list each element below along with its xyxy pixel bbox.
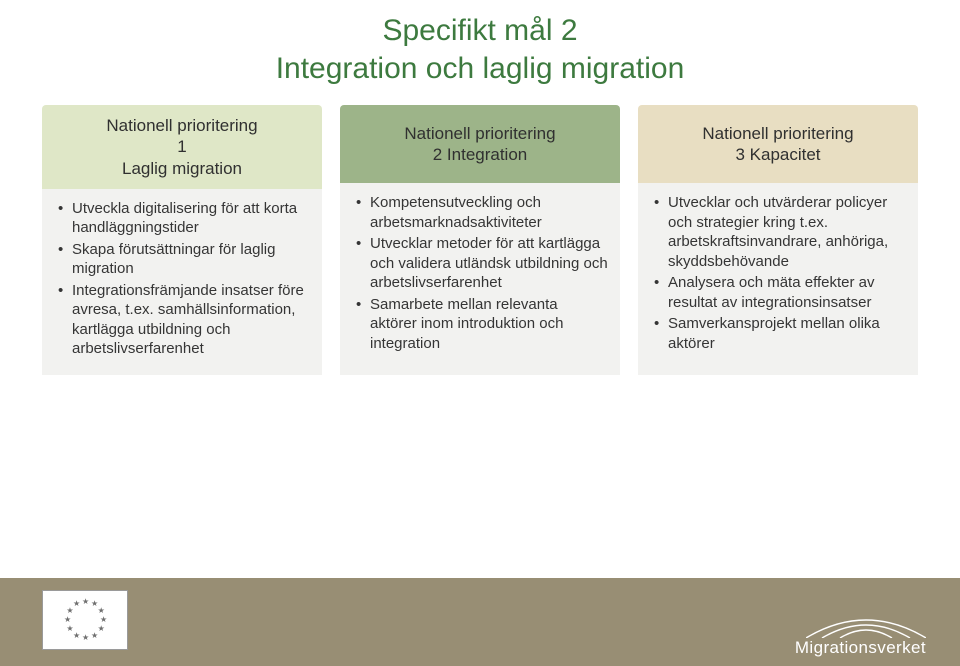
column-2-header-line1: Nationell prioritering bbox=[404, 123, 555, 144]
eu-star-icon: ★ bbox=[91, 633, 97, 639]
footer-bar: ★★★★★★★★★★★★ Migrationsverket bbox=[0, 578, 960, 666]
column-3-header-line1: Nationell prioritering bbox=[702, 123, 853, 144]
column-2-body: Kompetensutveckling och arbetsmarknadsak… bbox=[340, 183, 620, 375]
column-2-list: Kompetensutveckling och arbetsmarknadsak… bbox=[360, 193, 608, 353]
list-item: Samverkansprojekt mellan olika aktörer bbox=[658, 314, 906, 353]
migrationsverket-logo: Migrationsverket bbox=[795, 608, 926, 656]
column-1-header: Nationell prioritering 1 Laglig migratio… bbox=[42, 105, 322, 189]
list-item: Utveckla digitalisering för att korta ha… bbox=[62, 199, 310, 238]
eu-star-icon: ★ bbox=[82, 599, 88, 605]
column-3-body: Utvecklar och utvärderar policyer och st… bbox=[638, 183, 918, 375]
column-3-header-line2: 3 Kapacitet bbox=[735, 144, 820, 165]
eu-star-icon: ★ bbox=[98, 626, 104, 632]
eu-star-icon: ★ bbox=[64, 617, 70, 623]
column-3: Nationell prioritering 3 Kapacitet Utvec… bbox=[638, 105, 918, 375]
eu-star-icon: ★ bbox=[73, 633, 79, 639]
column-2-header-line2: 2 Integration bbox=[433, 144, 528, 165]
column-3-list: Utvecklar och utvärderar policyer och st… bbox=[658, 193, 906, 353]
column-1-header-line3: Laglig migration bbox=[122, 158, 242, 179]
column-1: Nationell prioritering 1 Laglig migratio… bbox=[42, 105, 322, 375]
column-2: Nationell prioritering 2 Integration Kom… bbox=[340, 105, 620, 375]
list-item: Skapa förutsättningar för laglig migrati… bbox=[62, 240, 310, 279]
column-2-header: Nationell prioritering 2 Integration bbox=[340, 105, 620, 183]
list-item: Utvecklar och utvärderar policyer och st… bbox=[658, 193, 906, 271]
slide: Specifikt mål 2 Integration och laglig m… bbox=[0, 0, 960, 666]
eu-star-icon: ★ bbox=[98, 608, 104, 614]
logo-arcs-icon bbox=[806, 608, 926, 638]
column-1-header-line1: Nationell prioritering bbox=[106, 115, 257, 136]
eu-star-icon: ★ bbox=[66, 608, 72, 614]
logo-text: Migrationsverket bbox=[795, 638, 926, 658]
columns-container: Nationell prioritering 1 Laglig migratio… bbox=[0, 87, 960, 375]
list-item: Kompetensutveckling och arbetsmarknadsak… bbox=[360, 193, 608, 232]
column-1-header-line2: 1 bbox=[177, 136, 186, 157]
page-title: Specifikt mål 2 Integration och laglig m… bbox=[0, 0, 960, 87]
list-item: Utvecklar metoder för att kartlägga och … bbox=[360, 234, 608, 293]
eu-flag: ★★★★★★★★★★★★ bbox=[42, 590, 128, 650]
title-line-1: Specifikt mål 2 bbox=[0, 12, 960, 50]
eu-star-icon: ★ bbox=[66, 626, 72, 632]
column-3-header: Nationell prioritering 3 Kapacitet bbox=[638, 105, 918, 183]
list-item: Analysera och mäta effekter av resultat … bbox=[658, 273, 906, 312]
column-1-list: Utveckla digitalisering för att korta ha… bbox=[62, 199, 310, 359]
eu-star-icon: ★ bbox=[100, 617, 106, 623]
title-line-2: Integration och laglig migration bbox=[0, 50, 960, 88]
list-item: Integrationsfrämjande insatser före avre… bbox=[62, 281, 310, 359]
column-1-body: Utveckla digitalisering för att korta ha… bbox=[42, 189, 322, 375]
eu-star-ring: ★★★★★★★★★★★★ bbox=[63, 598, 107, 642]
eu-star-icon: ★ bbox=[73, 601, 79, 607]
list-item: Samarbete mellan relevanta aktörer inom … bbox=[360, 295, 608, 354]
eu-star-icon: ★ bbox=[91, 601, 97, 607]
eu-star-icon: ★ bbox=[82, 635, 88, 641]
